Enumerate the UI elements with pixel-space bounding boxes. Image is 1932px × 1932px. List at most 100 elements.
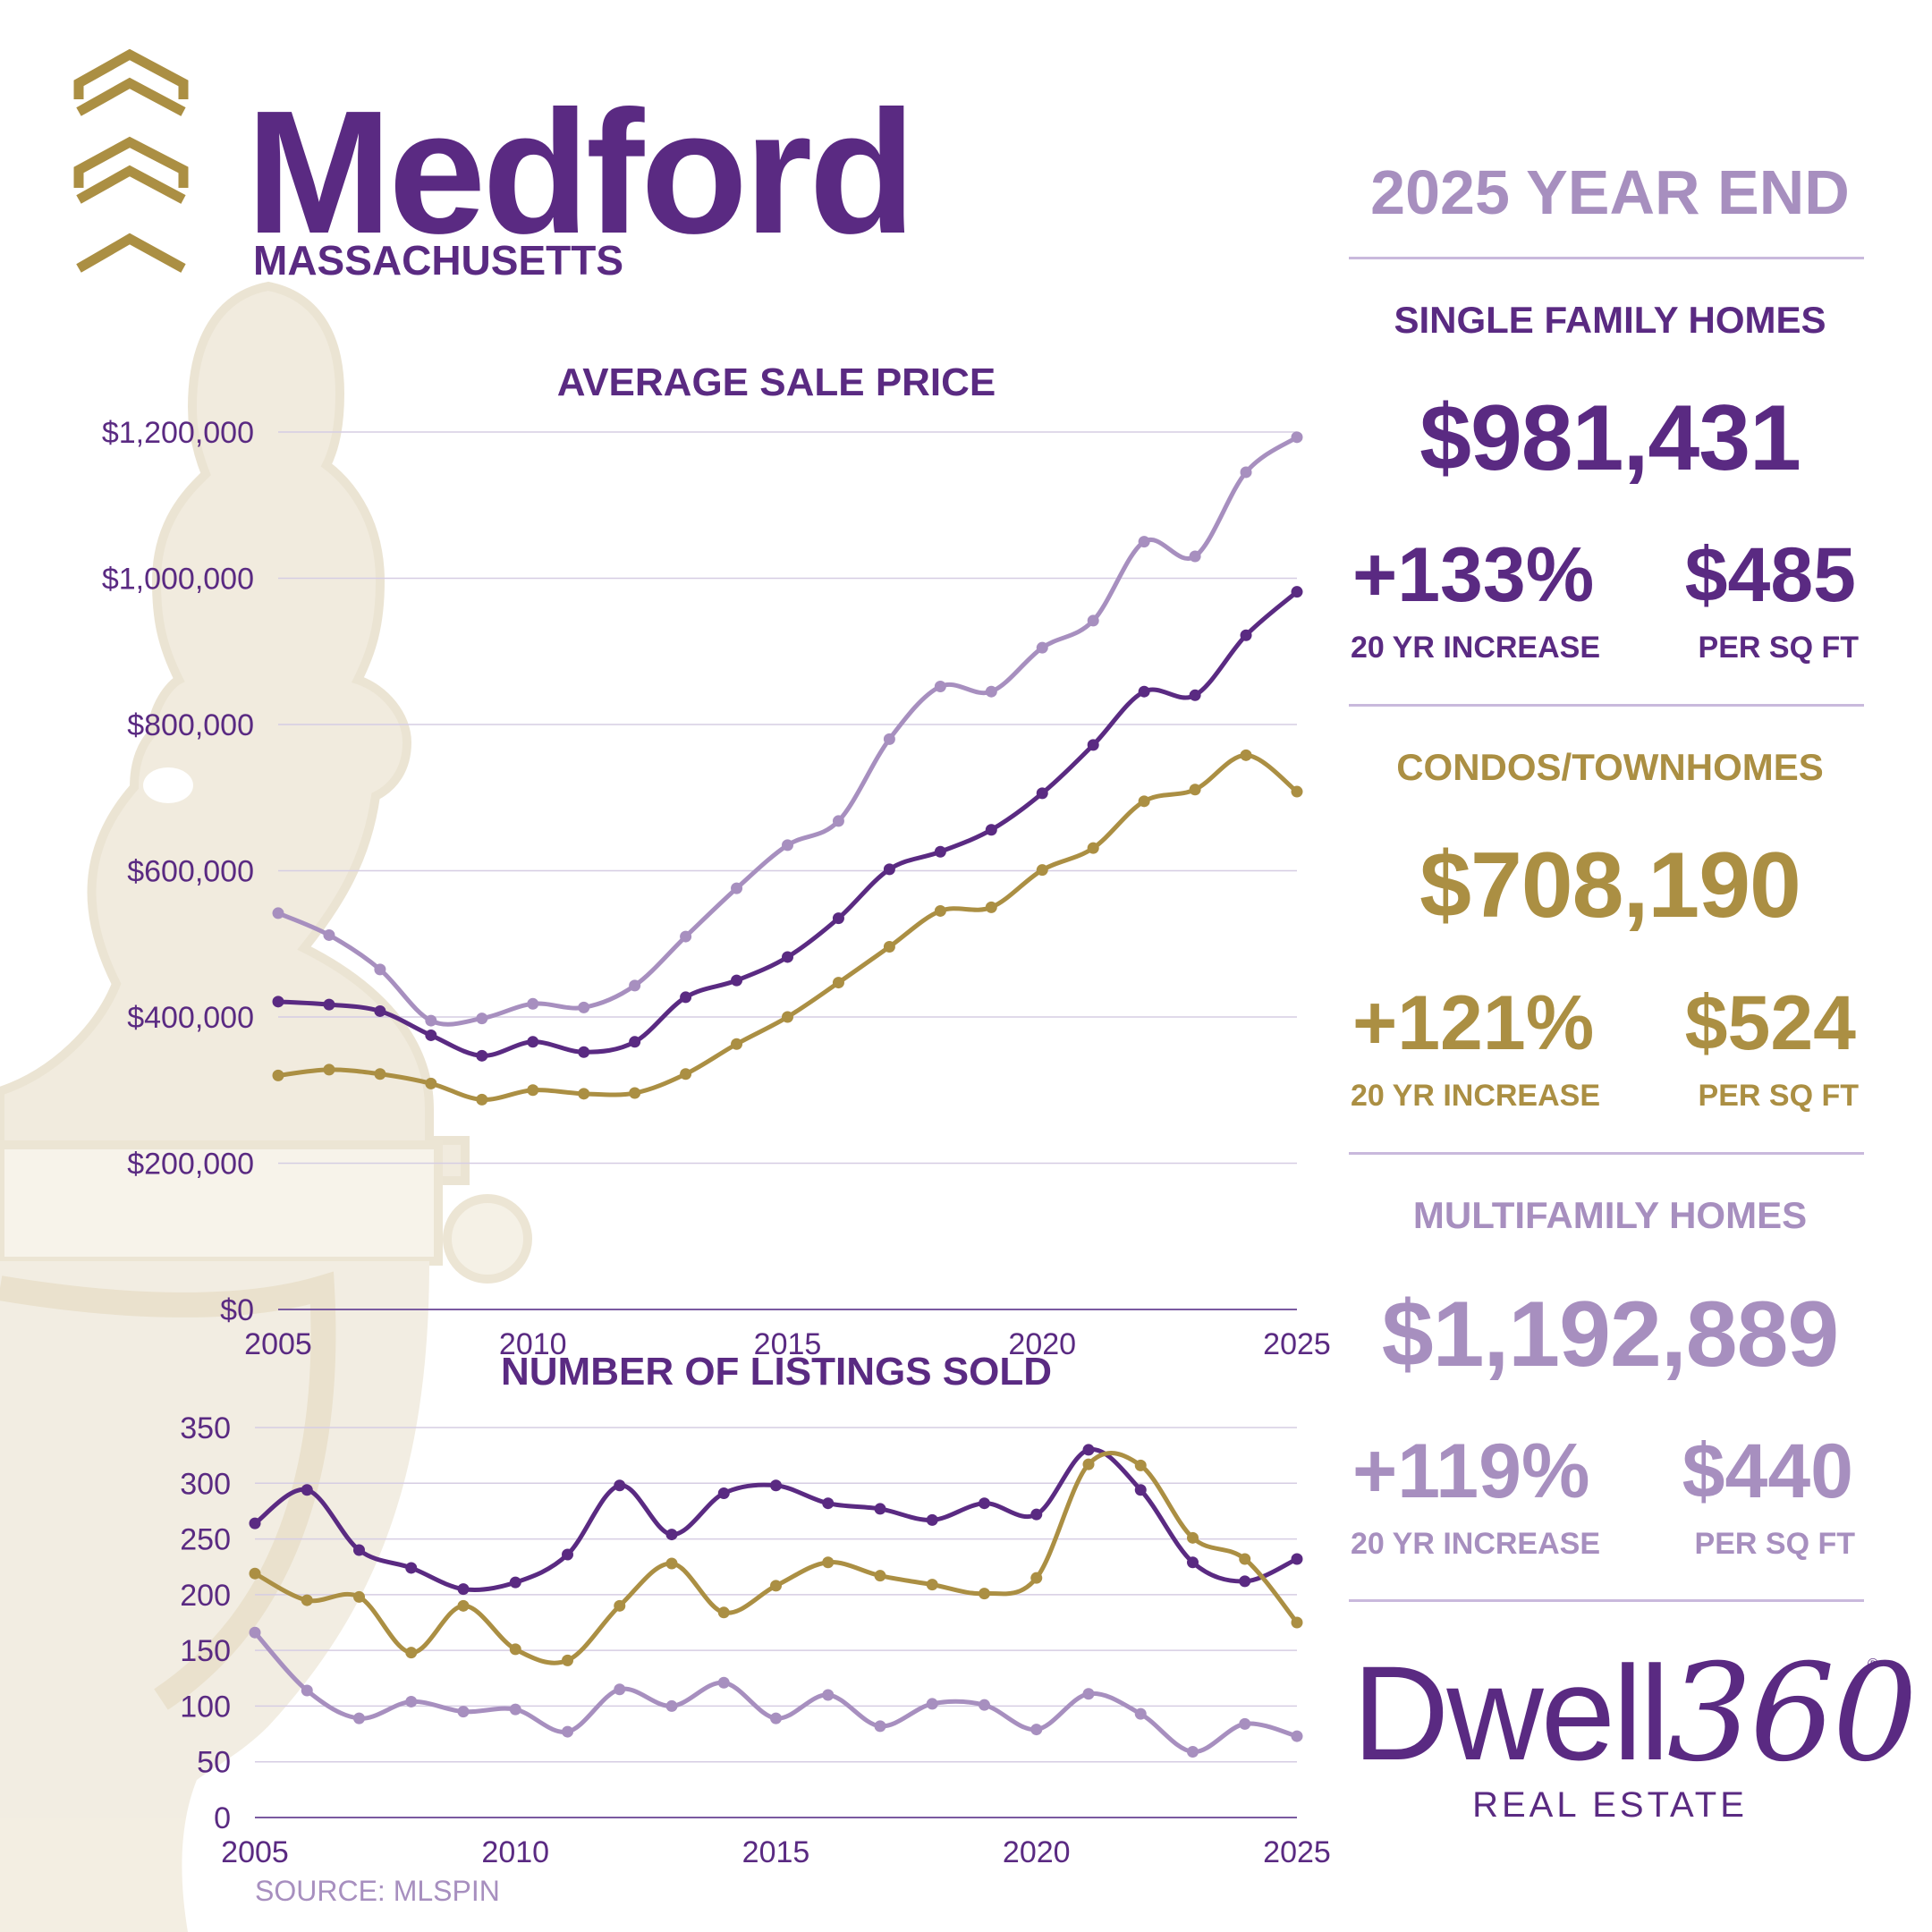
data-point-multifamily <box>770 1712 782 1724</box>
divider <box>1349 1599 1864 1602</box>
multifamily-ppsf: $440 <box>1682 1428 1853 1514</box>
data-point-multifamily <box>1138 536 1150 548</box>
state-subtitle: MASSACHUSETTS <box>253 237 624 284</box>
divider <box>1349 257 1864 259</box>
price-chart-title: AVERAGE SALE PRICE <box>556 360 996 404</box>
data-point-multifamily <box>457 1706 470 1718</box>
city-title: Medford <box>246 74 916 270</box>
data-point-single_family <box>578 1046 590 1058</box>
y-tick-label: $1,200,000 <box>102 416 254 450</box>
data-point-condo <box>1291 1616 1303 1629</box>
data-point-single_family <box>1138 685 1150 698</box>
data-point-single_family <box>822 1497 835 1510</box>
data-point-multifamily <box>1239 1717 1251 1730</box>
y-tick-label: $0 <box>220 1293 254 1327</box>
data-point-multifamily <box>832 815 844 827</box>
y-tick-label: 50 <box>197 1746 231 1780</box>
x-tick-label: 2005 <box>244 1327 312 1361</box>
condo-label: CONDOS/TOWNHOMES <box>1396 746 1824 788</box>
data-point-multifamily <box>1087 614 1099 627</box>
data-point-condo <box>934 904 946 917</box>
multifamily-price: $1,192,889 <box>1381 1283 1840 1386</box>
data-point-condo <box>1036 864 1048 877</box>
data-point-single_family <box>985 824 997 836</box>
data-point-condo <box>832 977 844 989</box>
data-point-single_family <box>249 1517 261 1530</box>
data-point-single_family <box>731 974 743 987</box>
data-point-multifamily <box>883 733 895 745</box>
x-tick-label: 2010 <box>481 1835 549 1869</box>
data-point-multifamily <box>1291 431 1303 444</box>
x-tick-label: 2015 <box>742 1835 810 1869</box>
data-point-single_family <box>1030 1508 1043 1521</box>
data-point-single_family <box>979 1497 990 1510</box>
y-tick-label: 150 <box>180 1634 231 1668</box>
condo-ppsf-caption: PER SQ FT <box>1698 1079 1859 1113</box>
y-tick-label: $800,000 <box>127 708 254 742</box>
data-point-single_family <box>1036 787 1048 800</box>
data-point-single_family <box>476 1049 488 1062</box>
data-point-condo <box>457 1599 470 1612</box>
condo-price: $708,190 <box>1419 834 1801 937</box>
data-point-single_family <box>1189 689 1201 701</box>
multifamily-increase-caption: 20 YR INCREASE <box>1351 1527 1601 1561</box>
data-point-condo <box>272 1069 284 1081</box>
data-point-condo <box>1082 1458 1095 1470</box>
condo-increase: +121% <box>1352 980 1595 1066</box>
data-point-condo <box>665 1557 678 1570</box>
x-tick-label: 2025 <box>1263 1327 1331 1361</box>
data-point-condo <box>476 1093 488 1106</box>
data-point-multifamily <box>1187 1746 1199 1758</box>
data-point-single_family <box>883 863 895 876</box>
data-point-condo <box>1189 784 1201 796</box>
source-note: SOURCE: MLSPIN <box>255 1875 500 1907</box>
period-heading: 2025 YEAR END <box>1370 157 1850 227</box>
data-point-multifamily <box>680 930 692 943</box>
x-tick-label: 2025 <box>1263 1835 1331 1869</box>
data-point-multifamily <box>926 1698 938 1710</box>
y-tick-label: $600,000 <box>127 855 254 889</box>
data-point-condo <box>353 1590 365 1603</box>
data-point-multifamily <box>822 1689 835 1701</box>
data-point-multifamily <box>1189 550 1201 563</box>
data-point-single_family <box>1187 1556 1199 1569</box>
data-point-single_family <box>1239 1575 1251 1588</box>
data-point-multifamily <box>731 882 743 894</box>
data-point-condo <box>979 1588 990 1600</box>
data-point-multifamily <box>979 1699 990 1711</box>
data-point-single_family <box>629 1036 641 1048</box>
data-point-single_family <box>323 998 335 1011</box>
data-point-condo <box>509 1643 521 1656</box>
series-line-condo <box>275 752 1300 1102</box>
data-point-condo <box>629 1087 641 1099</box>
data-point-multifamily <box>629 979 641 992</box>
multifamily-increase: +119% <box>1352 1428 1590 1514</box>
data-point-condo <box>1239 1553 1251 1565</box>
x-tick-label: 2005 <box>221 1835 289 1869</box>
data-point-condo <box>1134 1459 1147 1471</box>
data-point-condo <box>770 1580 782 1592</box>
data-point-condo <box>1291 785 1303 798</box>
data-point-condo <box>374 1068 386 1080</box>
data-point-single_family <box>874 1503 886 1515</box>
data-point-single_family <box>527 1036 539 1048</box>
multifamily-ppsf-caption: PER SQ FT <box>1694 1527 1855 1561</box>
data-point-condo <box>822 1556 835 1569</box>
data-point-multifamily <box>717 1676 730 1689</box>
x-tick-label: 2010 <box>499 1327 567 1361</box>
data-point-single_family <box>680 991 692 1004</box>
data-point-multifamily <box>527 997 539 1010</box>
y-tick-label: 250 <box>180 1523 231 1557</box>
brand-logo: Dwell360 <box>1352 1646 1918 1781</box>
chevron-logo-icon <box>73 49 189 273</box>
brand-number: 360 <box>1666 1636 1918 1792</box>
data-point-condo <box>1240 749 1252 761</box>
data-point-multifamily <box>665 1699 678 1712</box>
data-point-single_family <box>272 996 284 1008</box>
data-point-multifamily <box>1134 1707 1147 1720</box>
data-point-multifamily <box>405 1695 418 1707</box>
data-point-multifamily <box>1082 1688 1095 1700</box>
condo-increase-caption: 20 YR INCREASE <box>1351 1079 1601 1113</box>
data-point-single_family <box>926 1513 938 1526</box>
